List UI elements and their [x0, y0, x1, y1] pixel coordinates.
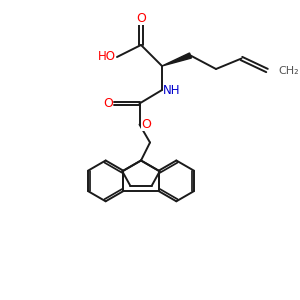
Text: HO: HO [98, 50, 116, 64]
Polygon shape [162, 53, 191, 66]
Text: O: O [141, 118, 151, 131]
Text: O: O [136, 11, 146, 25]
Text: NH: NH [163, 83, 180, 97]
Text: CH₂: CH₂ [278, 65, 299, 76]
Text: O: O [141, 118, 151, 131]
Text: O: O [103, 97, 113, 110]
